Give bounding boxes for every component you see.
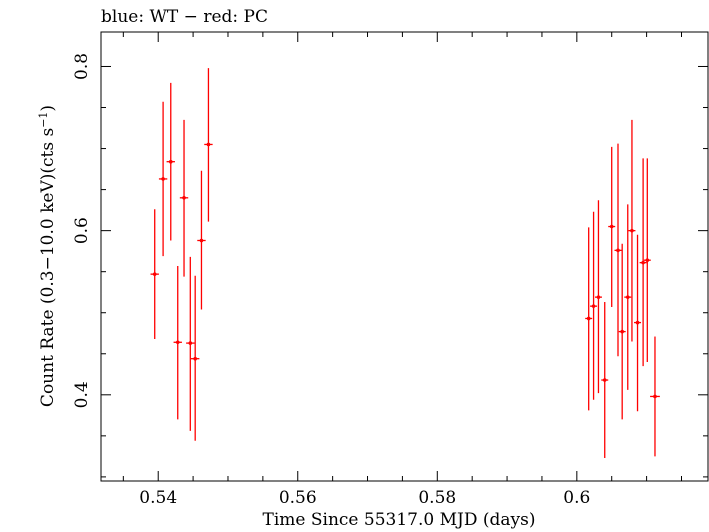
point-marker (609, 224, 614, 229)
data-point (628, 119, 636, 342)
data-point (585, 227, 593, 411)
x-tick-label: 0.56 (279, 488, 317, 508)
point-marker (635, 320, 640, 325)
data-point (191, 275, 200, 441)
point-marker (168, 159, 173, 164)
point-marker (645, 258, 650, 262)
y-axis-label: Count Rate (0.3−10.0 keV)(cts s−1) (37, 105, 58, 407)
point-marker (602, 378, 607, 382)
y-axis-label-main: Count Rate (0.3−10.0 keV)(cts s (38, 128, 58, 407)
point-marker (596, 295, 601, 299)
x-tick-label: 0.54 (139, 488, 177, 508)
y-axis-ticks: 0.4 0.6 0.8 (72, 53, 708, 478)
data-point (186, 256, 195, 431)
data-point (618, 243, 626, 420)
x-tick-label: 0.58 (418, 488, 456, 508)
y-tick-label: 0.4 (72, 381, 92, 408)
data-points (150, 68, 660, 459)
point-marker (641, 260, 645, 265)
y-tick-label: 0.8 (72, 53, 92, 80)
data-point (594, 200, 602, 394)
point-marker (591, 304, 596, 308)
y-tick-label: 0.6 (72, 217, 92, 244)
point-marker (620, 329, 624, 334)
data-point (179, 119, 189, 277)
point-marker (152, 272, 157, 276)
point-marker (630, 228, 634, 233)
point-marker (625, 295, 630, 299)
data-point (590, 211, 598, 400)
point-marker (182, 196, 186, 200)
data-point (634, 234, 642, 412)
x-tick-label: 0.6 (563, 488, 590, 508)
point-marker (206, 142, 211, 147)
data-point (204, 68, 213, 222)
data-point (601, 302, 609, 459)
point-marker (199, 238, 204, 243)
point-marker (653, 394, 657, 399)
data-point (166, 82, 175, 241)
y-axis-label-close: ) (38, 105, 58, 112)
point-marker (161, 177, 165, 181)
chart-title: blue: WT − red: PC (101, 7, 268, 27)
point-marker (586, 316, 591, 321)
data-point (158, 101, 168, 257)
data-point (614, 143, 622, 357)
y-axis-label-exponent: −1 (37, 112, 50, 128)
data-point (650, 336, 660, 457)
point-marker (188, 341, 193, 345)
data-point (173, 265, 182, 420)
data-point (197, 170, 206, 310)
data-point (639, 158, 647, 367)
point-marker (193, 356, 197, 361)
data-point (150, 209, 159, 339)
data-point (624, 204, 632, 390)
x-axis-ticks: 0.54 0.56 0.58 0.6 (122, 32, 682, 508)
plot-frame (100, 31, 709, 482)
point-marker (175, 340, 180, 345)
data-point (643, 158, 651, 362)
point-marker (616, 248, 620, 253)
x-axis-label: Time Since 55317.0 MJD (days) (263, 510, 536, 530)
data-point (608, 146, 616, 307)
